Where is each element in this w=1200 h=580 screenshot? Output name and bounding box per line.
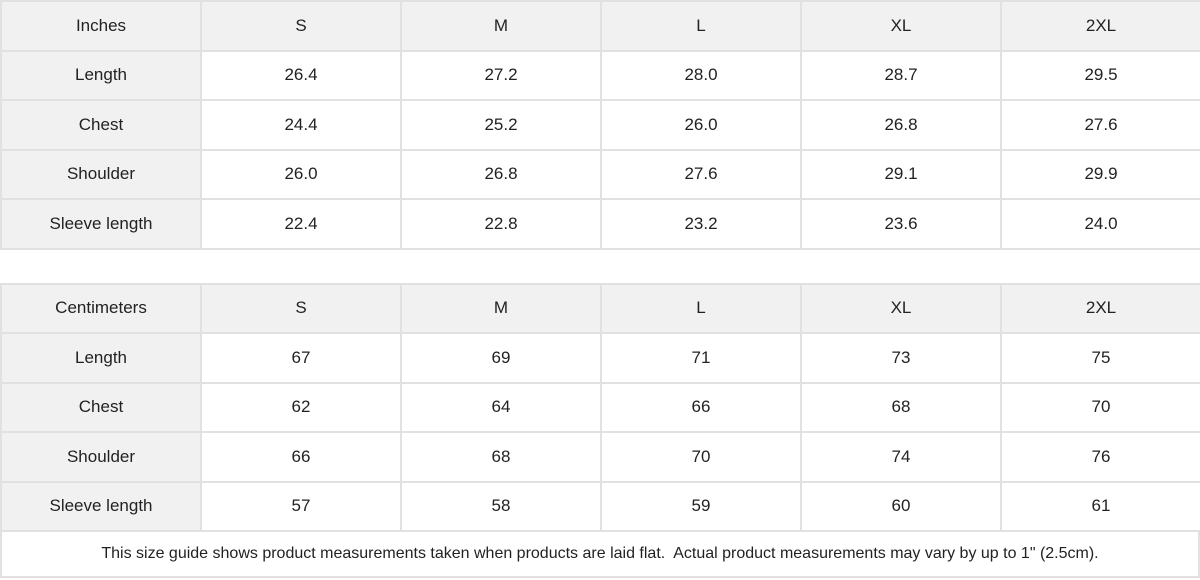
size-guide-footnote: This size guide shows product measuremen…	[0, 532, 1200, 578]
measurement-value-cell: 69	[400, 332, 602, 384]
measurement-value-cell: 24.4	[200, 99, 402, 151]
measurement-row: Chest 62 64 66 68 70	[0, 381, 1200, 433]
measurement-value-cell: 22.4	[200, 198, 402, 250]
measurement-value-cell: 26.0	[600, 99, 802, 151]
measurement-value-cell: 60	[800, 480, 1002, 532]
measurement-row: Chest 24.4 25.2 26.0 26.8 27.6	[0, 99, 1200, 151]
measurement-value-cell: 74	[800, 431, 1002, 483]
measurement-value-cell: 29.5	[1000, 49, 1200, 101]
measurement-value-cell: 68	[400, 431, 602, 483]
header-row: Inches S M L XL 2XL	[0, 0, 1200, 52]
measurement-value-cell: 29.9	[1000, 148, 1200, 200]
header-row: Centimeters S M L XL 2XL	[0, 282, 1200, 334]
size-tables-container: Inches S M L XL 2XL Length 26.4 27.2 28.0 28.7 29.5…	[0, 0, 1200, 532]
size-header-cell: 2XL	[1000, 0, 1200, 52]
measurement-value-cell: 73	[800, 332, 1002, 384]
size-header-cell: S	[200, 282, 402, 334]
measurement-row: Sleeve length 57 58 59 60 61	[0, 480, 1200, 532]
measurement-value-cell: 67	[200, 332, 402, 384]
row-label-cell: Length	[0, 332, 202, 384]
size-table: Inches S M L XL 2XL Length 26.4 27.2 28.0 28.7 29.5…	[0, 0, 1200, 250]
measurement-value-cell: 75	[1000, 332, 1200, 384]
measurement-row: Sleeve length 22.4 22.8 23.2 23.6 24.0	[0, 198, 1200, 250]
size-header-cell: L	[600, 282, 802, 334]
row-label-cell: Length	[0, 49, 202, 101]
row-label-cell: Sleeve length	[0, 198, 202, 250]
measurement-row: Length 67 69 71 73 75	[0, 332, 1200, 384]
measurement-value-cell: 66	[600, 381, 802, 433]
measurement-value-cell: 25.2	[400, 99, 602, 151]
size-header-cell: M	[400, 0, 602, 52]
measurement-value-cell: 27.6	[600, 148, 802, 200]
unit-header-cell: Centimeters	[0, 282, 202, 334]
measurement-value-cell: 68	[800, 381, 1002, 433]
measurement-value-cell: 28.0	[600, 49, 802, 101]
size-header-cell: S	[200, 0, 402, 52]
measurement-value-cell: 24.0	[1000, 198, 1200, 250]
measurement-value-cell: 22.8	[400, 198, 602, 250]
row-label-cell: Shoulder	[0, 431, 202, 483]
measurement-value-cell: 28.7	[800, 49, 1002, 101]
measurement-row: Length 26.4 27.2 28.0 28.7 29.5	[0, 49, 1200, 101]
measurement-value-cell: 26.4	[200, 49, 402, 101]
table-gap	[0, 249, 1200, 283]
measurement-value-cell: 58	[400, 480, 602, 532]
measurement-value-cell: 26.0	[200, 148, 402, 200]
size-table: Centimeters S M L XL 2XL Length 67 69 71 73 75 Chest…	[0, 282, 1200, 533]
measurement-value-cell: 29.1	[800, 148, 1002, 200]
size-header-cell: XL	[800, 282, 1002, 334]
row-label-cell: Sleeve length	[0, 480, 202, 532]
measurement-value-cell: 64	[400, 381, 602, 433]
measurement-value-cell: 26.8	[800, 99, 1002, 151]
row-label-cell: Chest	[0, 381, 202, 433]
measurement-value-cell: 70	[1000, 381, 1200, 433]
measurement-value-cell: 23.2	[600, 198, 802, 250]
row-label-cell: Chest	[0, 99, 202, 151]
measurement-value-cell: 76	[1000, 431, 1200, 483]
measurement-value-cell: 27.2	[400, 49, 602, 101]
size-header-cell: L	[600, 0, 802, 52]
measurement-value-cell: 70	[600, 431, 802, 483]
measurement-value-cell: 71	[600, 332, 802, 384]
measurement-row: Shoulder 26.0 26.8 27.6 29.1 29.9	[0, 148, 1200, 200]
measurement-row: Shoulder 66 68 70 74 76	[0, 431, 1200, 483]
unit-header-cell: Inches	[0, 0, 202, 52]
measurement-value-cell: 66	[200, 431, 402, 483]
measurement-value-cell: 62	[200, 381, 402, 433]
size-header-cell: 2XL	[1000, 282, 1200, 334]
measurement-value-cell: 26.8	[400, 148, 602, 200]
measurement-value-cell: 61	[1000, 480, 1200, 532]
measurement-value-cell: 27.6	[1000, 99, 1200, 151]
measurement-value-cell: 23.6	[800, 198, 1002, 250]
row-label-cell: Shoulder	[0, 148, 202, 200]
measurement-value-cell: 59	[600, 480, 802, 532]
size-header-cell: M	[400, 282, 602, 334]
size-header-cell: XL	[800, 0, 1002, 52]
measurement-value-cell: 57	[200, 480, 402, 532]
